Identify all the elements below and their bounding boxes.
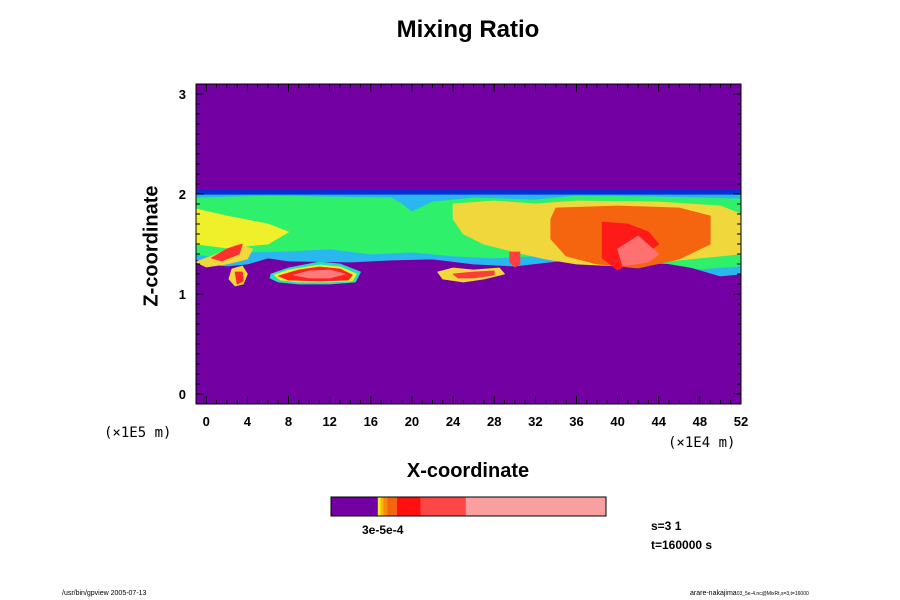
chart-title: Mixing Ratio bbox=[396, 16, 540, 43]
cell-mid-red bbox=[452, 270, 495, 279]
x-tick-label: 8 bbox=[285, 414, 292, 429]
x-tick-label: 4 bbox=[244, 414, 252, 429]
x-scale-note: (×1E4 m) bbox=[668, 435, 736, 451]
t-info: t=160000 s bbox=[651, 538, 713, 552]
y-scale-note: (×1E5 m) bbox=[104, 425, 172, 441]
x-tick-label: 16 bbox=[364, 414, 378, 429]
colorbar: 3e-5e-4 bbox=[330, 496, 607, 537]
colorbar-segment-0 bbox=[331, 497, 378, 516]
footer-left: /usr/bin/gpview 2005-07-13 bbox=[62, 590, 147, 597]
x-axis-label: X-coordinate bbox=[406, 460, 530, 482]
y-tick-label: 1 bbox=[179, 287, 186, 302]
colorbar-segment-2 bbox=[380, 497, 384, 516]
cell-central-pink bbox=[293, 269, 346, 279]
colorbar-segment-6 bbox=[420, 497, 467, 516]
colorbar-frame bbox=[330, 496, 607, 517]
cloud-layer-yellow bbox=[196, 208, 289, 249]
x-tick-label: 28 bbox=[487, 414, 501, 429]
footer-right-main: arare-nakajima bbox=[690, 590, 737, 597]
y-tick-label: 3 bbox=[179, 87, 186, 102]
footer-right-small: 03_5e-4.nc@MixRt,s=3,t=16000 bbox=[736, 591, 809, 597]
x-tick-label: 48 bbox=[693, 414, 707, 429]
colorbar-segment-4 bbox=[387, 497, 398, 516]
s-info: s=3 1 bbox=[651, 519, 682, 533]
x-tick-label: 24 bbox=[446, 414, 461, 429]
cloud-region-pink-east bbox=[617, 235, 660, 267]
x-tick-label: 12 bbox=[322, 414, 336, 429]
cell-small-red bbox=[234, 271, 244, 285]
colorbar-segment-3 bbox=[383, 497, 388, 516]
x-tick-label: 44 bbox=[652, 414, 667, 429]
x-tick-label: 20 bbox=[405, 414, 419, 429]
colorbar-segment-5 bbox=[397, 497, 421, 516]
x-tick-label: 36 bbox=[569, 414, 583, 429]
colorbar-segment-1 bbox=[377, 497, 381, 516]
x-tick-label: 0 bbox=[203, 414, 210, 429]
colorbar-label: 3e-5e-4 bbox=[362, 523, 404, 537]
colorbar-segment-7 bbox=[465, 497, 607, 516]
contour-regions bbox=[196, 189, 741, 287]
x-tick-label: 32 bbox=[528, 414, 542, 429]
y-tick-label: 0 bbox=[179, 387, 186, 402]
cell-west-red bbox=[210, 243, 243, 262]
cloud-top-edge bbox=[196, 189, 741, 196]
x-tick-label: 40 bbox=[610, 414, 624, 429]
footer-right: arare-nakajima03_5e-4.nc@MixRt,s=3,t=160… bbox=[690, 590, 809, 597]
cell-30-red bbox=[509, 251, 521, 268]
y-tick-label: 2 bbox=[179, 187, 186, 202]
x-tick-label: 52 bbox=[734, 414, 748, 429]
